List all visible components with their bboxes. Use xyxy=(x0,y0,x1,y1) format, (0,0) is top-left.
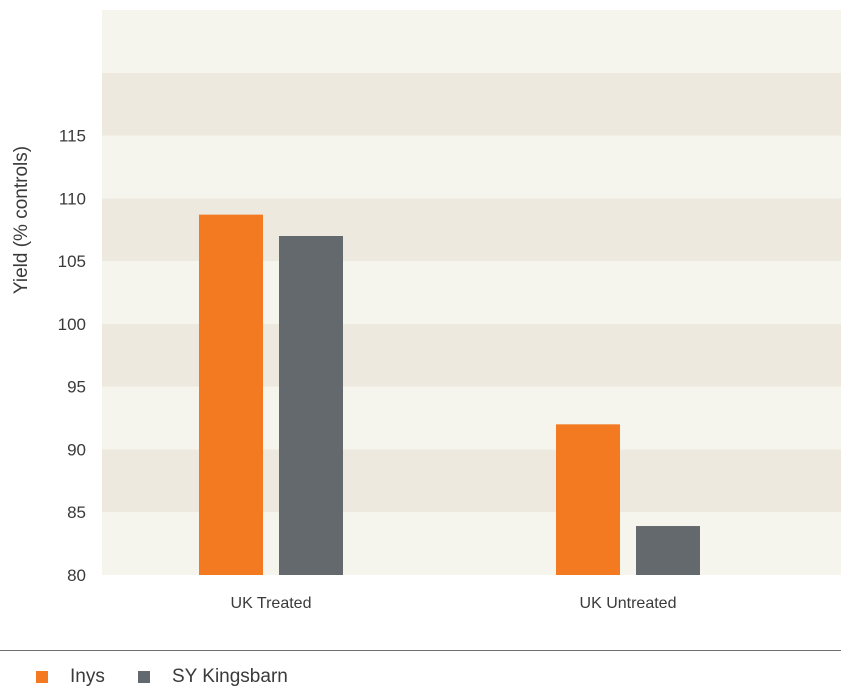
y-axis-ticks: 80 85 90 95 100 105 110 115 xyxy=(58,127,86,585)
y-tick-label: 90 xyxy=(67,440,86,459)
y-tick-label: 95 xyxy=(67,378,86,397)
y-axis-label: Yield (% controls) xyxy=(11,146,32,294)
x-axis-labels: UK Treated UK Untreated xyxy=(231,595,677,612)
bar-inys-1 xyxy=(556,424,620,575)
y-tick-label: 80 xyxy=(67,566,86,585)
bar-sy-kingsbarn-0 xyxy=(279,236,343,575)
y-tick-label: 85 xyxy=(67,503,86,522)
legend-swatch-sy-kingsbarn xyxy=(138,671,150,683)
legend-label-inys: Inys xyxy=(70,666,105,687)
legend-item-inys: Inys xyxy=(36,666,105,688)
grid-band xyxy=(102,135,841,199)
bar-inys-0 xyxy=(199,214,263,575)
y-tick-label: 105 xyxy=(58,252,86,271)
legend: Inys SY Kingsbarn xyxy=(0,650,841,688)
y-tick-label: 100 xyxy=(58,315,86,334)
x-tick-label: UK Treated xyxy=(231,595,312,612)
y-tick-label: 115 xyxy=(59,127,86,146)
x-tick-label: UK Untreated xyxy=(580,595,677,612)
legend-divider xyxy=(0,650,841,651)
grid-band xyxy=(102,10,841,73)
legend-swatch-inys xyxy=(36,671,48,683)
legend-label-sy-kingsbarn: SY Kingsbarn xyxy=(172,666,288,687)
bars xyxy=(199,214,700,575)
bar-sy-kingsbarn-1 xyxy=(636,526,700,575)
legend-item-sy-kingsbarn: SY Kingsbarn xyxy=(138,666,288,688)
y-tick-label: 110 xyxy=(59,189,86,208)
grid-band xyxy=(102,72,841,136)
